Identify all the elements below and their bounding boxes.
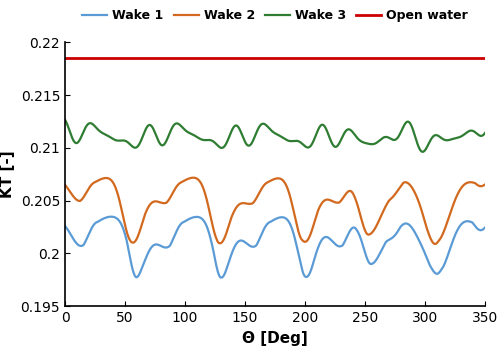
Wake 3 <box>482 131 488 135</box>
Line: Wake 3: Wake 3 <box>65 120 485 152</box>
Wake 3 <box>450 137 456 141</box>
Wake 2 <box>62 183 68 187</box>
Wake 1 <box>62 224 68 228</box>
Wake 1 <box>214 266 220 271</box>
Wake 1 <box>218 276 224 280</box>
Wake 3 <box>420 150 426 154</box>
Wake 3 <box>150 126 156 130</box>
Wake 3 <box>311 137 317 142</box>
Wake 2 <box>260 184 266 188</box>
Wake 2 <box>214 238 220 242</box>
Wake 1 <box>260 228 266 232</box>
Wake 1 <box>150 244 156 248</box>
Wake 2 <box>450 204 456 208</box>
Y-axis label: KT [-]: KT [-] <box>0 150 15 198</box>
X-axis label: Θ [Deg]: Θ [Deg] <box>242 331 308 346</box>
Open water <box>62 56 68 60</box>
Wake 3 <box>260 121 266 126</box>
Wake 2 <box>482 182 488 187</box>
Wake 2 <box>312 220 318 225</box>
Wake 3 <box>329 141 335 145</box>
Wake 3 <box>214 143 220 147</box>
Wake 2 <box>190 176 196 180</box>
Wake 3 <box>62 118 68 122</box>
Wake 2 <box>150 200 156 204</box>
Wake 2 <box>432 242 438 246</box>
Line: Wake 2: Wake 2 <box>65 178 485 244</box>
Wake 1 <box>482 225 488 230</box>
Legend: Wake 1, Wake 2, Wake 3, Open water: Wake 1, Wake 2, Wake 3, Open water <box>82 9 468 22</box>
Open water <box>63 56 69 60</box>
Wake 2 <box>329 199 335 203</box>
Wake 1 <box>329 239 335 243</box>
Wake 1 <box>450 239 456 243</box>
Wake 1 <box>312 257 318 261</box>
Wake 1 <box>108 215 114 219</box>
Line: Wake 1: Wake 1 <box>65 217 485 278</box>
